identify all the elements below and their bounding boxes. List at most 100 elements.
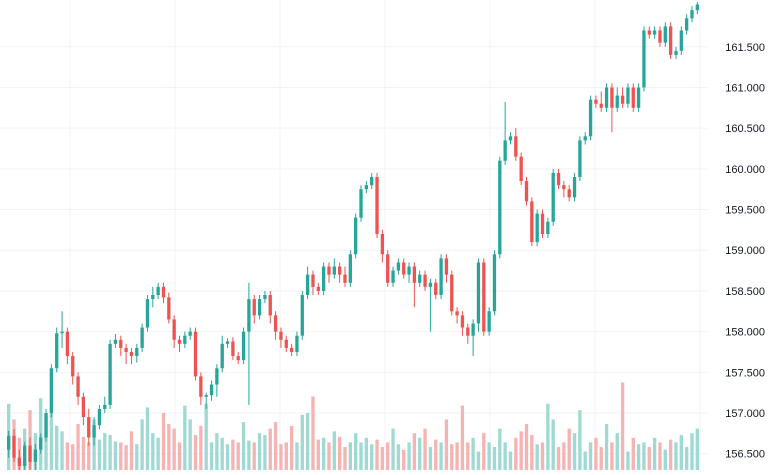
candle-body: [215, 368, 219, 385]
candle: [620, 87, 625, 108]
candle-body: [354, 217, 358, 255]
candle-body: [204, 395, 208, 397]
volume-bar: [412, 433, 417, 470]
candle: [412, 262, 417, 308]
candle-body: [97, 408, 102, 426]
candle-body: [492, 254, 497, 312]
candle: [172, 315, 176, 348]
y-tick-label: 158.000: [725, 327, 765, 339]
volume-bar: [71, 444, 75, 470]
candle: [33, 443, 38, 470]
candle-body: [220, 343, 224, 369]
volume-bar: [268, 428, 272, 470]
volume-bar: [578, 410, 582, 470]
volume-bar: [257, 433, 262, 470]
candle: [215, 364, 219, 397]
candle: [588, 95, 593, 141]
volume-bar: [663, 449, 667, 470]
candle: [679, 26, 683, 55]
volume-bar: [567, 428, 571, 470]
candle-body: [396, 262, 401, 271]
candle-body: [610, 87, 614, 108]
candle: [209, 380, 214, 401]
volume-bar: [252, 442, 256, 470]
volume-bar: [615, 433, 619, 470]
candle: [604, 83, 609, 112]
candle: [343, 266, 347, 287]
volume-bar: [247, 440, 251, 470]
candle-body: [364, 185, 369, 190]
volume-bar: [204, 403, 208, 470]
candle-body: [295, 335, 299, 352]
candle-body: [434, 282, 438, 296]
candle-body: [103, 404, 107, 409]
volume-bar: [343, 447, 347, 470]
candle-body: [503, 140, 507, 161]
candle-body: [588, 99, 593, 137]
candle-body: [119, 339, 123, 348]
volume-bar: [599, 447, 603, 470]
volume-bar: [562, 442, 566, 470]
candle: [332, 258, 336, 279]
volume-bar: [684, 447, 689, 470]
candle-body: [172, 319, 176, 340]
candle-body: [578, 140, 582, 177]
candle-body: [28, 445, 32, 462]
candle: [23, 441, 27, 470]
candle: [76, 372, 80, 405]
volume-bar: [337, 436, 342, 470]
candle: [370, 172, 374, 190]
candle: [113, 334, 118, 348]
candle: [594, 95, 598, 108]
y-tick-label: 158.500: [725, 286, 765, 298]
candle: [610, 83, 614, 133]
candle-body: [92, 425, 96, 438]
candle: [508, 132, 513, 145]
volume-bar: [263, 435, 267, 470]
candle: [135, 343, 139, 363]
volume-bar: [177, 442, 182, 470]
candle: [129, 347, 134, 365]
candle-body: [177, 339, 182, 344]
y-tick-label: 161.500: [725, 42, 765, 54]
candle-body: [604, 87, 609, 108]
volume-bar: [220, 437, 224, 470]
candle: [193, 327, 198, 381]
candle: [386, 250, 390, 287]
y-tick-label: 159.000: [725, 245, 765, 257]
candle: [247, 282, 251, 405]
candle-body: [327, 266, 331, 275]
candle-body: [679, 30, 683, 51]
candle: [39, 433, 43, 454]
volume-bar: [183, 405, 187, 470]
volume-bar: [674, 442, 678, 470]
candle: [434, 278, 438, 300]
candle-body: [636, 87, 641, 108]
candle-body: [145, 299, 150, 328]
candle: [183, 331, 187, 348]
candle: [231, 337, 235, 361]
candle-body: [321, 266, 326, 291]
candle: [636, 83, 641, 112]
volume-bar: [450, 444, 454, 470]
volume-bar: [535, 444, 539, 470]
volume-bar: [172, 428, 176, 470]
candle-body: [690, 10, 694, 19]
volume-bar: [386, 442, 390, 470]
volume-bar: [124, 445, 128, 470]
candle: [87, 408, 91, 446]
volume-bar: [476, 451, 481, 470]
candle: [364, 181, 369, 194]
candle: [423, 270, 427, 291]
candle: [684, 14, 689, 35]
candle-body: [471, 323, 475, 336]
candle: [263, 290, 267, 304]
candle-body: [631, 87, 635, 108]
price-axis[interactable]: 156.500 157.000 157.500 158.000 158.500 159.0…: [725, 42, 765, 461]
candle: [81, 392, 86, 426]
volume-bar: [65, 442, 70, 470]
volume-bar: [225, 444, 230, 470]
candle: [498, 156, 502, 259]
